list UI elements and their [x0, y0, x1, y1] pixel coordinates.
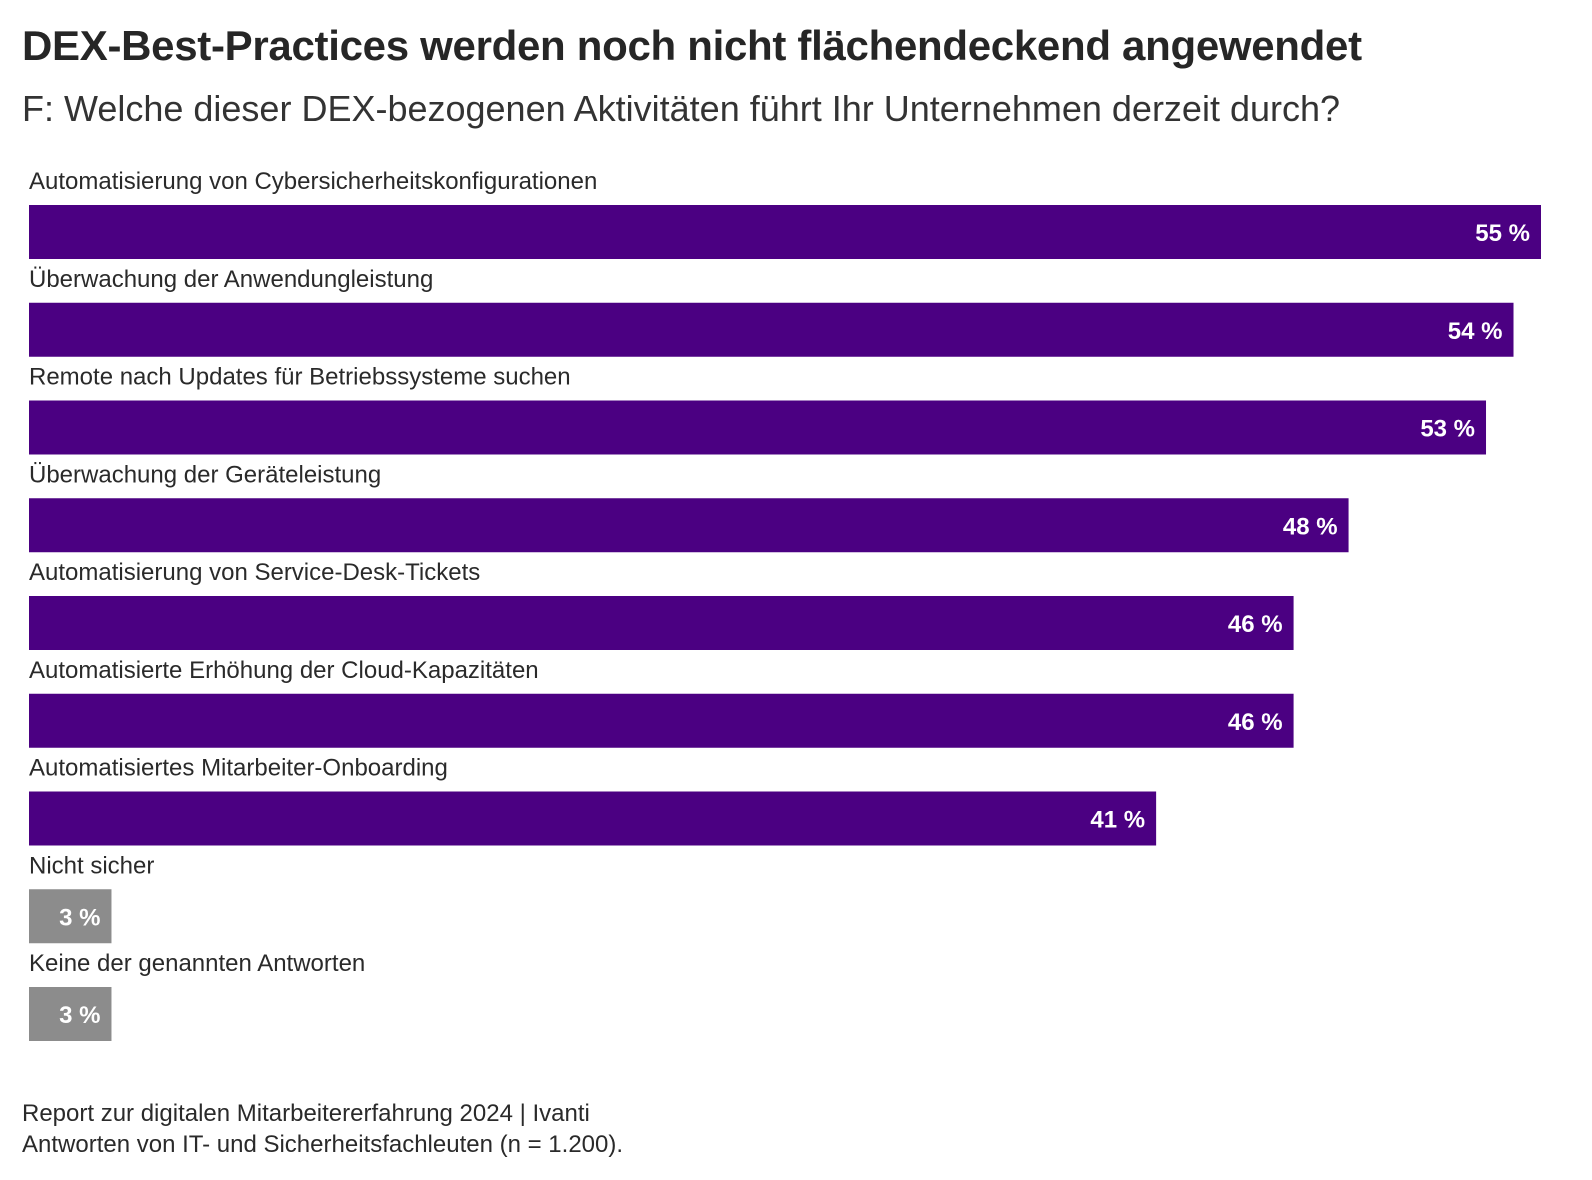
- bar: [29, 987, 112, 1041]
- value-label: 41 %: [1090, 807, 1145, 834]
- category-label: Remote nach Updates für Betriebssysteme …: [29, 364, 571, 391]
- bar: [29, 205, 1541, 259]
- value-label: 55 %: [1475, 220, 1530, 247]
- category-label: Nicht sicher: [29, 852, 154, 879]
- value-label: 3 %: [59, 1002, 100, 1029]
- value-label: 46 %: [1228, 709, 1283, 736]
- category-label: Automatisierung von Cybersicherheitskonf…: [29, 168, 597, 195]
- category-label: Automatisierte Erhöhung der Cloud-Kapazi…: [29, 657, 539, 684]
- sample-note: Antworten von IT- und Sicherheitsfachleu…: [22, 1131, 624, 1158]
- bar: [29, 693, 1294, 748]
- value-label: 3 %: [59, 904, 100, 931]
- value-label: 54 %: [1448, 318, 1503, 345]
- bar: [29, 596, 1294, 650]
- value-label: 46 %: [1228, 611, 1283, 638]
- bar: [29, 400, 1487, 455]
- source-note: Report zur digitalen Mitarbeitererfahrun…: [22, 1100, 590, 1127]
- bar: [29, 498, 1349, 553]
- chart-title: DEX-Best-Practices werden noch nicht flä…: [22, 22, 1362, 69]
- bar: [29, 889, 112, 944]
- category-label: Automatisiertes Mitarbeiter-Onboarding: [29, 755, 448, 782]
- chart-subtitle: F: Welche dieser DEX-bezogenen Aktivität…: [22, 88, 1341, 129]
- value-label: 48 %: [1283, 513, 1338, 540]
- chart-footer: Report zur digitalen Mitarbeitererfahrun…: [22, 1098, 623, 1160]
- category-label: Automatisierung von Service-Desk-Tickets: [29, 559, 480, 586]
- bar-chart: Automatisierung von Cybersicherheitskonf…: [29, 168, 1541, 1041]
- bar: [29, 791, 1157, 846]
- category-label: Keine der genannten Antworten: [29, 950, 365, 977]
- category-label: Überwachung der Geräteleistung: [29, 461, 381, 488]
- value-label: 53 %: [1420, 416, 1475, 443]
- category-label: Überwachung der Anwendungleistung: [29, 266, 433, 293]
- bar: [29, 302, 1514, 357]
